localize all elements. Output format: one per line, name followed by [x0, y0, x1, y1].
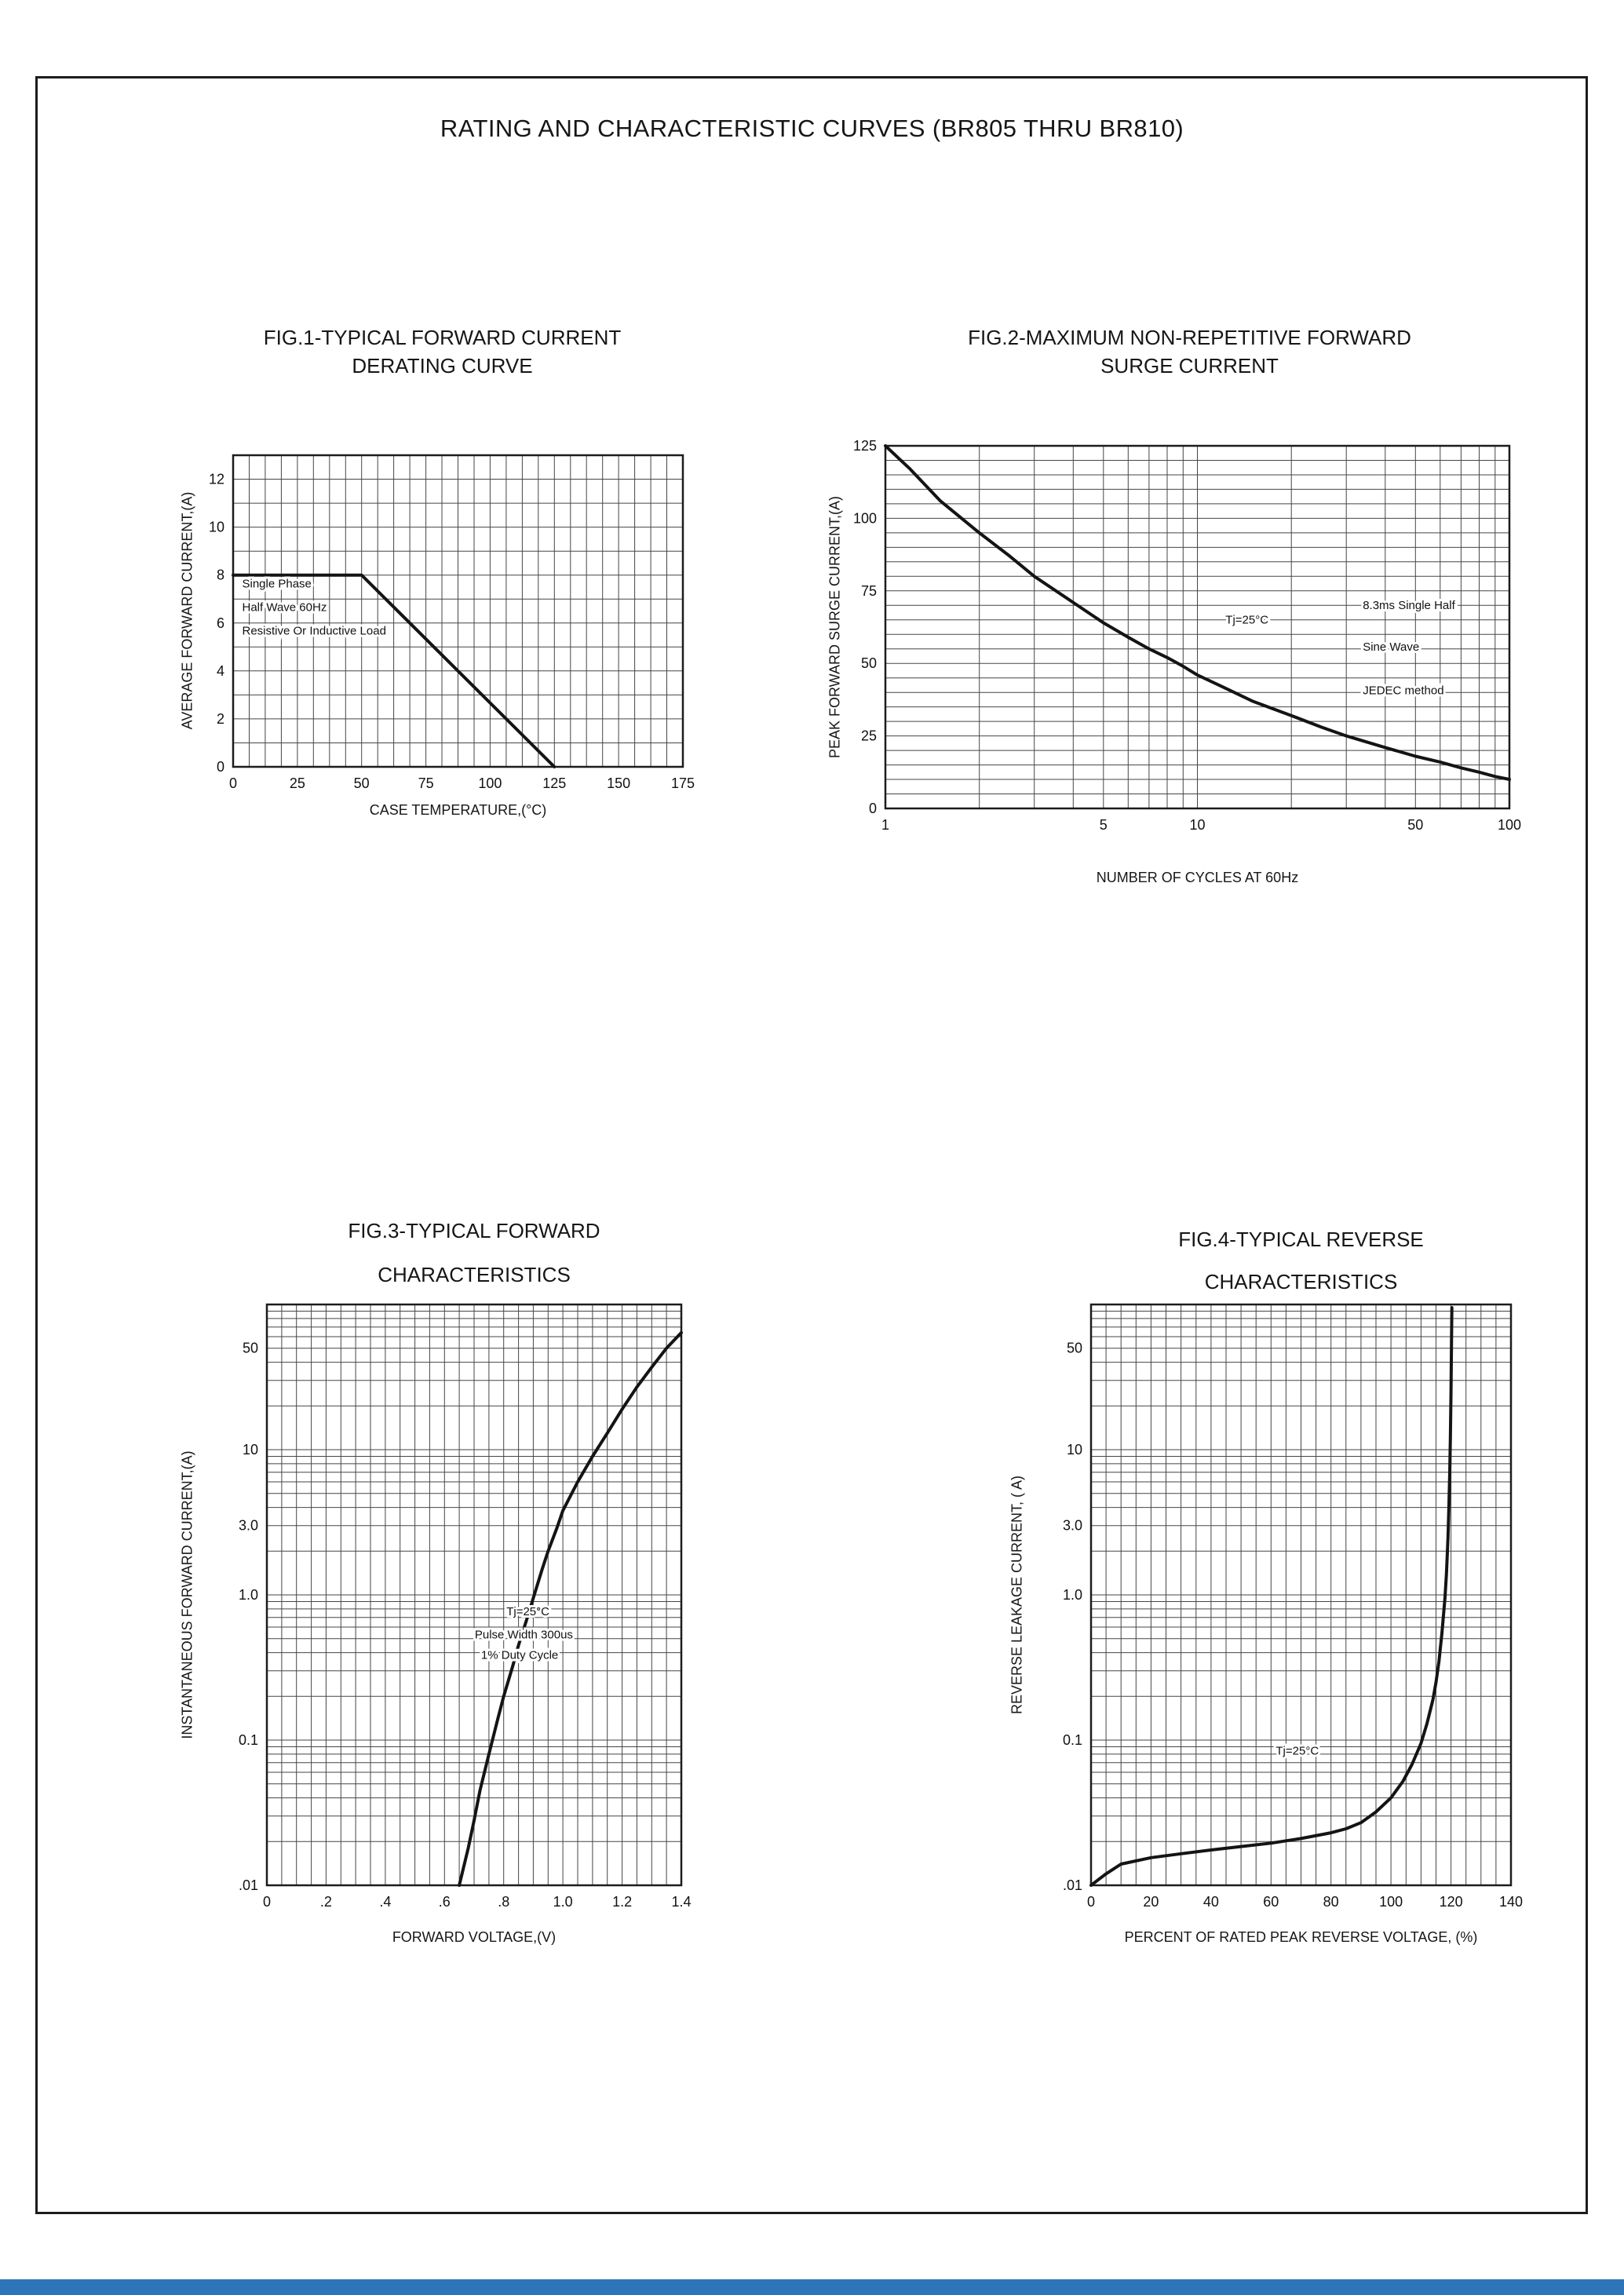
fig4-plot-border	[1089, 1303, 1513, 1887]
fig2-x-tick-label: 50	[1407, 817, 1423, 833]
fig1-y-tick-label: 2	[217, 711, 224, 727]
fig1-y-tick-label: 12	[209, 472, 224, 487]
fig1-x-tick-label: 75	[418, 775, 434, 791]
fig1-title: FIG.1-TYPICAL FORWARD CURRENT DERATING C…	[217, 323, 667, 380]
footer-accent-bar	[0, 2279, 1624, 2295]
page-title: RATING AND CHARACTERISTIC CURVES (BR805 …	[440, 115, 1184, 142]
fig3-plot: 0 .2 .4 .6 .8 1.0 1.2 1.4 50 10 3.0 1.0 0.1 .01 Tj=25°…	[239, 1303, 692, 1910]
fig2-y-tick-label: 0	[869, 801, 877, 816]
fig3-y-tick-label: 10	[243, 1442, 258, 1458]
fig1-y-tick-label: 10	[209, 520, 224, 535]
fig2-y-tick-label: 25	[861, 728, 877, 744]
fig3-x-tick-label: .2	[320, 1894, 332, 1910]
forward-characteristic-curve	[458, 1330, 683, 1887]
fig2-plot: 1 5 10 50 100 0 25 50 75 100 125 Tj=25°C 8.3ms Singl…	[853, 438, 1521, 833]
fig2-x-axis-label: NUMBER OF CYCLES AT 60Hz	[1096, 870, 1299, 885]
fig4-y-tick-label: 3.0	[1063, 1518, 1082, 1534]
fig4-title-line1: FIG.4-TYPICAL REVERSE	[1178, 1228, 1424, 1251]
fig4-annotation: Tj=25°C	[1275, 1745, 1319, 1758]
fig1-x-tick-label: 125	[542, 775, 566, 791]
fig4-y-tick-label: 10	[1067, 1442, 1082, 1458]
fig3-title: FIG.3-TYPICAL FORWARD CHARACTERISTICS	[251, 1209, 697, 1297]
fig4-x-tick-label: 0	[1087, 1894, 1095, 1910]
fig3-y-tick-label: 0.1	[239, 1732, 258, 1748]
fig1-y-tick-label: 6	[217, 615, 224, 631]
fig4-title: FIG.4-TYPICAL REVERSE CHARACTERISTICS	[1075, 1218, 1527, 1303]
fig2-annotation: JEDEC method	[1363, 684, 1443, 698]
fig1-x-tick-label: 175	[671, 775, 695, 791]
fig3-y-tick-label: 50	[243, 1341, 258, 1356]
fig3-x-tick-label: 1.0	[553, 1894, 573, 1910]
fig1-annotation: Resistive Or Inductive Load	[243, 624, 386, 637]
fig2-x-tick-label: 10	[1189, 817, 1205, 833]
fig3-y-tick-label: .01	[239, 1877, 258, 1893]
page-border	[35, 76, 1588, 2214]
fig2-title-line2: SURGE CURRENT	[1100, 354, 1279, 378]
fig4-x-tick-label: 20	[1143, 1894, 1159, 1910]
fig4-x-tick-label: 120	[1440, 1894, 1463, 1910]
fig1-y-tick-label: 0	[217, 759, 224, 775]
fig2-y-tick-label: 125	[853, 438, 877, 454]
fig4-x-axis-label: PERCENT OF RATED PEAK REVERSE VOLTAGE, (…	[1124, 1929, 1478, 1945]
fig3-x-axis-label: FORWARD VOLTAGE,(V)	[392, 1929, 557, 1945]
fig3-x-tick-label: .8	[498, 1894, 509, 1910]
fig1-annotation: Single Phase	[243, 578, 312, 591]
derating-curve	[232, 573, 557, 768]
fig4-title-line2: CHARACTERISTICS	[1204, 1270, 1398, 1293]
fig2-plot-border	[884, 444, 1511, 810]
fig3-x-tick-label: 0	[263, 1894, 271, 1910]
fig1-x-tick-label: 50	[354, 775, 370, 791]
fig2-x-tick-label: 5	[1100, 817, 1108, 833]
fig3-x-tick-label: .4	[379, 1894, 391, 1910]
fig3-y-tick-label: 1.0	[239, 1587, 258, 1603]
fig2-x-tick-label: 1	[881, 817, 889, 833]
fig4-x-tick-label: 80	[1323, 1894, 1339, 1910]
fig4-y-tick-label: 1.0	[1063, 1587, 1082, 1603]
surge-current-curve	[884, 444, 1511, 781]
fig3-x-tick-label: .6	[439, 1894, 451, 1910]
fig2-annotation: 8.3ms Single Half	[1363, 599, 1455, 612]
fig3-annotation: Pulse Width 300us	[475, 1629, 573, 1642]
fig2-y-tick-label: 100	[853, 510, 877, 526]
fig1-plot: 0 25 50 75 100 125 150 175 0 2 4 6 8 10 12 Single Phase…	[209, 454, 695, 791]
fig2-y-tick-label: 50	[861, 655, 877, 671]
fig2-annotation: Sine Wave	[1363, 640, 1419, 654]
fig1-annotation: Half Wave 60Hz	[243, 601, 327, 615]
fig3-y-tick-label: 3.0	[239, 1518, 258, 1534]
fig4-x-tick-label: 40	[1203, 1894, 1219, 1910]
fig1-title-line2: DERATING CURVE	[352, 354, 533, 378]
fig4-y-tick-label: 50	[1067, 1341, 1082, 1356]
fig3-x-tick-label: 1.2	[612, 1894, 632, 1910]
fig2-y-tick-label: 75	[861, 583, 877, 599]
fig4-x-tick-label: 60	[1263, 1894, 1279, 1910]
fig3-annotation: 1% Duty Cycle	[481, 1648, 558, 1662]
fig4-plot: 0 20 40 60 80 100 120 140 50 10 3.0 1.0 0.1 .01 Tj=25°…	[1063, 1303, 1523, 1910]
fig3-title-line1: FIG.3-TYPICAL FORWARD	[348, 1219, 600, 1242]
reverse-leakage-curve	[1089, 1306, 1454, 1887]
fig3-title-line2: CHARACTERISTICS	[378, 1263, 571, 1286]
fig1-x-tick-label: 100	[478, 775, 502, 791]
fig1-plot-border	[232, 454, 684, 768]
fig1-y-tick-label: 4	[217, 663, 224, 679]
fig1-title-line1: FIG.1-TYPICAL FORWARD CURRENT	[263, 326, 622, 349]
fig4-x-tick-label: 100	[1379, 1894, 1403, 1910]
fig4-x-tick-label: 140	[1499, 1894, 1523, 1910]
fig1-x-tick-label: 150	[607, 775, 630, 791]
fig3-annotation: Tj=25°C	[506, 1605, 549, 1618]
fig4-y-tick-label: 0.1	[1063, 1732, 1082, 1748]
fig2-title: FIG.2-MAXIMUM NON-REPETITIVE FORWARD SUR…	[870, 323, 1509, 380]
fig4-y-tick-label: .01	[1063, 1877, 1082, 1893]
fig3-x-tick-label: 1.4	[671, 1894, 691, 1910]
fig1-y-tick-label: 8	[217, 567, 224, 583]
fig2-title-line1: FIG.2-MAXIMUM NON-REPETITIVE FORWARD	[968, 326, 1411, 349]
fig1-x-tick-label: 0	[229, 775, 237, 791]
fig2-x-tick-label: 100	[1498, 817, 1521, 833]
fig2-annotation: Tj=25°C	[1225, 613, 1268, 626]
fig1-x-axis-label: CASE TEMPERATURE,(°C)	[369, 802, 547, 818]
fig1-x-tick-label: 25	[290, 775, 305, 791]
fig3-plot-border	[265, 1303, 683, 1887]
